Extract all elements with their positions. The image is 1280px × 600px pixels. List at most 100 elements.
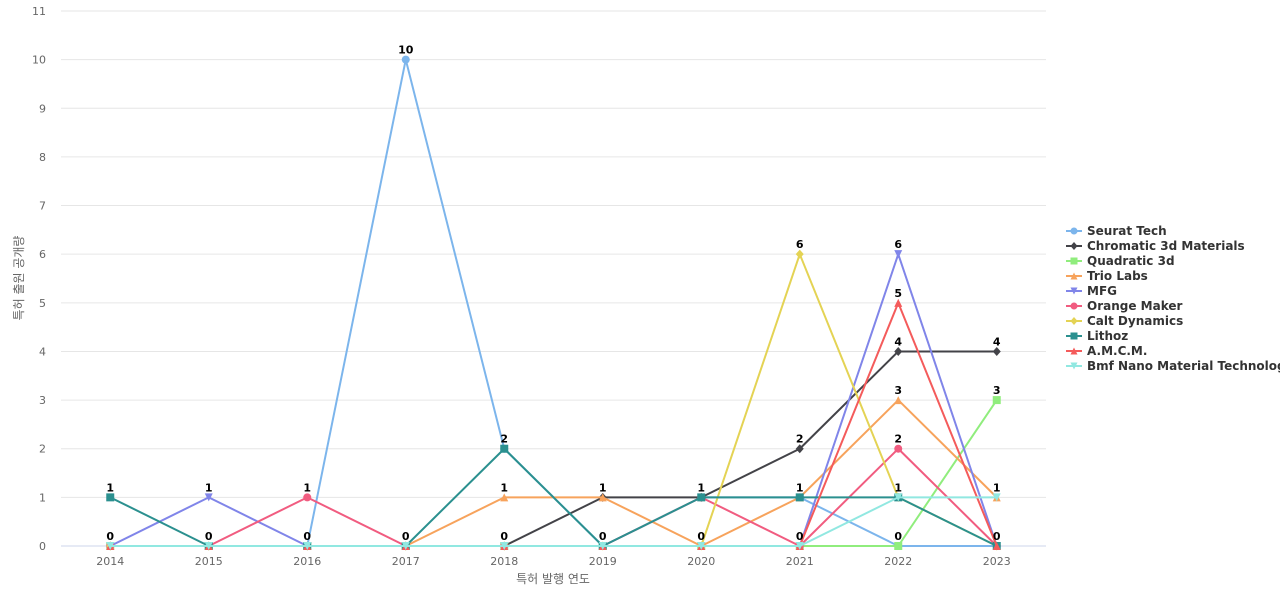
legend-item[interactable]: Trio Labs [1066, 269, 1148, 283]
y-axis-title: 특허 출원 공개량 [12, 236, 26, 321]
data-point [894, 298, 903, 307]
data-point [303, 542, 312, 550]
data-label: 1 [697, 481, 705, 494]
data-point [401, 55, 410, 64]
data-label: 5 [894, 287, 902, 300]
y-tick-label: 9 [39, 102, 46, 115]
data-label: 1 [205, 481, 213, 494]
data-label: 0 [303, 530, 311, 543]
data-label: 10 [398, 44, 414, 57]
legend-marker [1070, 302, 1078, 310]
data-point [992, 542, 1001, 550]
legend-item[interactable]: A.M.C.M. [1066, 344, 1147, 358]
data-point [894, 542, 903, 550]
legend-item[interactable]: Orange Maker [1066, 299, 1183, 313]
legend-marker [1070, 332, 1078, 340]
legend-item[interactable]: Chromatic 3d Materials [1066, 239, 1245, 253]
series-group [106, 55, 1001, 551]
data-label: 2 [894, 433, 902, 446]
data-label: 1 [599, 481, 607, 494]
data-label: 0 [993, 530, 1001, 543]
legend-item[interactable]: MFG [1066, 284, 1117, 298]
data-label: 1 [303, 481, 311, 494]
x-tick-label: 2017 [392, 555, 420, 568]
data-label: 6 [796, 238, 804, 251]
legend-marker [1070, 287, 1078, 295]
data-point [204, 493, 213, 502]
data-label: 3 [993, 384, 1001, 397]
y-tick-label: 8 [39, 151, 46, 164]
y-tick-label: 2 [39, 443, 46, 456]
data-point [894, 250, 903, 259]
data-label: 3 [894, 384, 902, 397]
legend-marker [1070, 272, 1078, 280]
data-point [106, 542, 115, 550]
data-label: 0 [599, 530, 607, 543]
data-point [697, 493, 706, 502]
legend-item[interactable]: Lithoz [1066, 329, 1128, 343]
legend-label: A.M.C.M. [1087, 344, 1147, 358]
legend-item[interactable]: Quadratic 3d [1066, 254, 1175, 268]
legend-marker [1070, 347, 1078, 355]
data-point [992, 493, 1001, 502]
data-label: 1 [106, 481, 114, 494]
legend-marker [1070, 242, 1078, 250]
data-label: 0 [894, 530, 902, 543]
data-point [894, 444, 903, 453]
x-tick-label: 2021 [786, 555, 814, 568]
data-label: 4 [894, 335, 902, 348]
y-axis: 0 1 2 3 4 5 6 7 8 9 10 11 [32, 5, 46, 553]
x-tick-label: 2020 [687, 555, 715, 568]
series-line [110, 399, 998, 547]
data-label: 1 [993, 481, 1001, 494]
y-tick-label: 6 [39, 248, 46, 261]
legend-label: Quadratic 3d [1087, 254, 1175, 268]
data-point [795, 249, 804, 259]
legend-label: Orange Maker [1087, 299, 1183, 313]
data-point [795, 542, 804, 550]
data-label: 1 [500, 481, 508, 494]
x-axis: 2014 2015 2016 2017 2018 2019 2020 2021 2022 2023 [96, 555, 1011, 568]
data-point [500, 493, 509, 502]
x-tick-label: 2014 [96, 555, 124, 568]
data-label: 6 [894, 238, 902, 251]
data-point [500, 444, 509, 453]
y-tick-label: 11 [32, 5, 46, 18]
data-point [303, 493, 312, 502]
data-point [894, 493, 903, 502]
data-label: 1 [796, 481, 804, 494]
data-point [795, 493, 804, 502]
legend-marker [1070, 227, 1078, 235]
data-label: 4 [993, 335, 1001, 348]
y-tick-label: 4 [39, 345, 46, 358]
legend-marker [1070, 362, 1078, 370]
legend-label: Calt Dynamics [1087, 314, 1183, 328]
x-tick-label: 2016 [293, 555, 321, 568]
data-label: 2 [796, 433, 804, 446]
data-point [598, 542, 607, 550]
data-point [697, 542, 706, 550]
y-tick-label: 1 [39, 491, 46, 504]
x-tick-label: 2023 [983, 555, 1011, 568]
legend-label: Chromatic 3d Materials [1087, 239, 1245, 253]
data-label: 0 [106, 530, 114, 543]
legend-item[interactable]: Bmf Nano Material Technology [1066, 359, 1280, 373]
data-point [106, 493, 115, 502]
data-label: 0 [402, 530, 410, 543]
legend-item[interactable]: Calt Dynamics [1066, 314, 1183, 328]
y-tick-label: 5 [39, 297, 46, 310]
grid [61, 10, 1046, 547]
data-point [894, 396, 903, 405]
legend-label: Trio Labs [1087, 269, 1148, 283]
data-point [204, 542, 213, 550]
y-tick-label: 0 [39, 540, 46, 553]
legend-label: MFG [1087, 284, 1117, 298]
data-label: 1 [894, 481, 902, 494]
legend-item[interactable]: Seurat Tech [1066, 224, 1167, 238]
data-label: 0 [697, 530, 705, 543]
data-label: 0 [205, 530, 213, 543]
x-tick-label: 2015 [195, 555, 223, 568]
